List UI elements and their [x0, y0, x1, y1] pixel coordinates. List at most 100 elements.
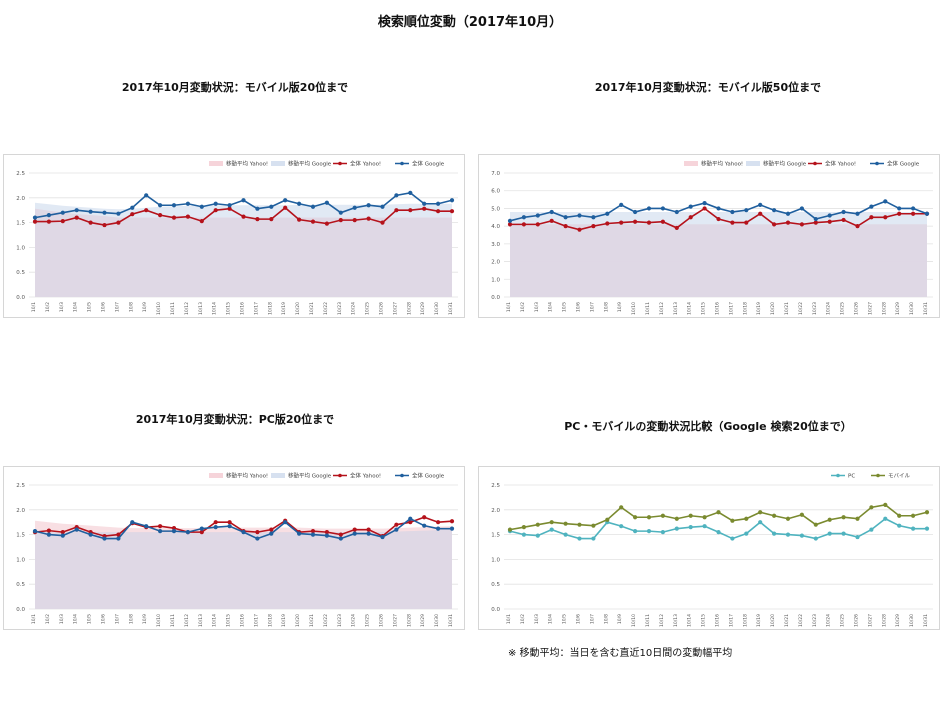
x-tick-label: 10/21 — [309, 614, 315, 627]
data-point — [449, 519, 455, 524]
x-tick-label: 10/14 — [687, 302, 693, 315]
data-point — [674, 225, 679, 231]
data-point — [785, 220, 791, 225]
x-tick-label: 10/12 — [659, 302, 665, 315]
data-point — [924, 510, 930, 515]
data-point — [827, 219, 832, 224]
data-point — [241, 530, 246, 535]
data-point — [199, 530, 204, 535]
data-point — [633, 529, 638, 534]
data-point — [605, 517, 610, 522]
x-tick-label: 10/2 — [45, 614, 51, 624]
legend-label: 移動平均 Yahoo! — [701, 160, 743, 168]
data-point — [855, 211, 860, 216]
y-tick-label: 1.5 — [491, 533, 500, 539]
x-tick-label: 10/23 — [812, 302, 818, 315]
data-point — [507, 527, 513, 532]
data-point — [32, 219, 38, 224]
x-tick-label: 10/2 — [520, 302, 526, 312]
data-point — [394, 527, 399, 532]
x-tick-label: 10/20 — [770, 302, 776, 315]
data-point — [869, 527, 874, 532]
data-point — [324, 200, 329, 205]
data-point — [227, 520, 232, 525]
y-tick-label: 1.5 — [16, 533, 25, 539]
data-point — [46, 528, 52, 533]
data-point — [171, 526, 177, 531]
area-overlap — [35, 529, 452, 609]
legend-marker — [400, 161, 404, 166]
x-tick-label: 10/1 — [506, 302, 512, 312]
legend-label: 移動平均 Yahoo! — [226, 472, 268, 480]
data-point — [380, 534, 385, 540]
data-point — [911, 206, 916, 211]
data-point — [897, 206, 902, 211]
data-point — [408, 520, 413, 525]
x-tick-label: 10/25 — [365, 302, 371, 315]
data-point — [730, 220, 735, 225]
data-point — [855, 534, 860, 540]
chart-pc-20: 0.0 0.5 1.0 1.5 2.0 2.5 10/1 10/2 10/3 10/4 10/5 10… — [3, 466, 465, 630]
x-tick-label: 10/2 — [45, 302, 51, 312]
legend-swatch — [209, 473, 223, 478]
x-tick-label: 10/1 — [31, 614, 37, 624]
data-point — [269, 217, 274, 222]
data-point — [911, 526, 916, 531]
x-tick-label: 10/8 — [128, 614, 134, 624]
data-point — [758, 211, 763, 216]
area-overlap — [35, 208, 452, 297]
data-point — [408, 208, 413, 213]
data-point — [660, 219, 665, 224]
y-tick-label: 2.0 — [491, 508, 500, 514]
data-point — [436, 209, 441, 214]
series-line — [509, 503, 928, 531]
data-point — [591, 224, 596, 229]
x-tick-label: 10/2 — [520, 614, 526, 624]
y-tick-label: 0.5 — [491, 582, 500, 588]
y-tick-label: 1.0 — [491, 557, 500, 563]
data-point — [324, 221, 329, 226]
data-point — [269, 204, 274, 209]
data-point — [688, 525, 693, 530]
legend-marker — [876, 473, 880, 478]
data-point — [46, 219, 52, 224]
data-point — [171, 529, 177, 534]
data-point — [422, 523, 427, 528]
x-tick-label: 10/31 — [448, 614, 454, 627]
x-tick-label: 10/7 — [589, 614, 595, 624]
data-point — [605, 211, 610, 216]
legend-label: 全体 Google — [887, 160, 920, 168]
data-point — [883, 199, 888, 204]
data-point — [507, 218, 513, 223]
data-point — [591, 523, 596, 528]
data-point — [772, 222, 777, 227]
y-tick-label: 2.0 — [491, 260, 500, 266]
chart-svg: 0.0 1.0 2.0 3.0 4.0 5.0 6.0 7.0 10/1 10/2 10/3 10/4… — [491, 160, 933, 315]
data-point — [116, 532, 121, 537]
x-tick-label: 10/18 — [742, 614, 748, 627]
data-point — [813, 536, 818, 541]
legend-label: 移動平均 Google — [763, 160, 807, 168]
data-point — [310, 204, 316, 209]
x-tick-label: 10/14 — [212, 614, 218, 627]
x-tick-label: 10/22 — [323, 614, 329, 627]
x-tick-label: 10/22 — [798, 302, 804, 315]
data-point — [46, 532, 52, 537]
data-point — [772, 208, 777, 213]
x-tick-label: 10/22 — [798, 614, 804, 627]
data-point — [633, 209, 638, 215]
x-tick-label: 10/9 — [142, 302, 148, 312]
x-tick-label: 10/18 — [267, 614, 273, 627]
legend-marker — [813, 161, 817, 166]
x-tick-label: 10/6 — [101, 302, 107, 312]
chart-title-pc-mobile-compare: PC・モバイルの変動状況比較（Google 検索20位まで） — [564, 420, 852, 433]
data-point — [924, 526, 930, 531]
data-point — [660, 513, 665, 518]
x-tick-label: 10/27 — [392, 614, 398, 627]
data-point — [241, 214, 246, 219]
data-point — [102, 536, 107, 541]
x-tick-label: 10/4 — [73, 302, 79, 312]
data-point — [352, 527, 357, 532]
data-point — [338, 536, 343, 541]
y-tick-label: 0.5 — [16, 270, 25, 276]
